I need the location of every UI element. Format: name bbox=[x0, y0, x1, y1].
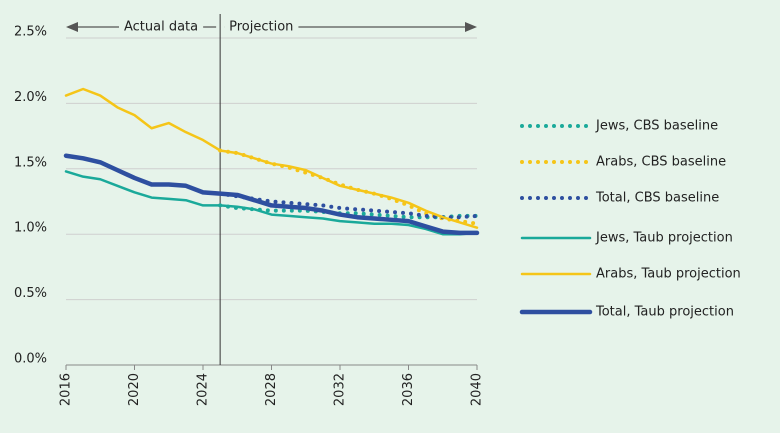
legend-item: Jews, Taub projection bbox=[520, 231, 733, 246]
series-line bbox=[64, 170, 479, 236]
y-tick-label: 1.0% bbox=[14, 221, 47, 236]
arrow-head bbox=[66, 22, 78, 32]
x-tick-label: 2028 bbox=[264, 373, 279, 406]
arrow-head bbox=[465, 22, 477, 32]
legend-item: Jews, CBS baseline bbox=[520, 119, 718, 134]
series-line bbox=[218, 191, 479, 220]
legend-item: Total, CBS baseline bbox=[520, 191, 719, 206]
x-tick-label: 2024 bbox=[196, 373, 211, 406]
y-tick-label: 0.5% bbox=[14, 286, 47, 301]
legend-label: Arabs, Taub projection bbox=[596, 267, 741, 282]
x-tick-label: 2020 bbox=[127, 373, 142, 406]
legend-label: Arabs, CBS baseline bbox=[596, 155, 726, 170]
y-tick-label: 1.5% bbox=[14, 155, 47, 170]
x-tick-label: 2032 bbox=[333, 373, 348, 406]
x-tick-label: 2036 bbox=[401, 373, 416, 406]
legend-label: Jews, CBS baseline bbox=[595, 119, 718, 134]
x-tick-label: 2016 bbox=[59, 373, 74, 406]
legend-label: Total, CBS baseline bbox=[595, 191, 719, 206]
series-line bbox=[63, 153, 480, 236]
series-line bbox=[64, 87, 479, 229]
legend-label: Jews, Taub projection bbox=[595, 231, 733, 246]
label-background bbox=[118, 18, 204, 36]
y-tick-label: 2.5% bbox=[14, 25, 47, 40]
annotation: Projection bbox=[229, 20, 293, 35]
legend-item: Arabs, CBS baseline bbox=[520, 155, 726, 170]
legend-item: Total, Taub projection bbox=[519, 305, 734, 320]
annotation: Actual data bbox=[124, 20, 198, 35]
label-background bbox=[224, 18, 299, 36]
y-tick-label: 2.0% bbox=[14, 90, 47, 105]
legend-item: Arabs, Taub projection bbox=[520, 267, 741, 282]
legend-label: Total, Taub projection bbox=[595, 305, 734, 320]
x-tick-label: 2040 bbox=[470, 373, 485, 406]
y-tick-label: 0.0% bbox=[14, 352, 47, 367]
